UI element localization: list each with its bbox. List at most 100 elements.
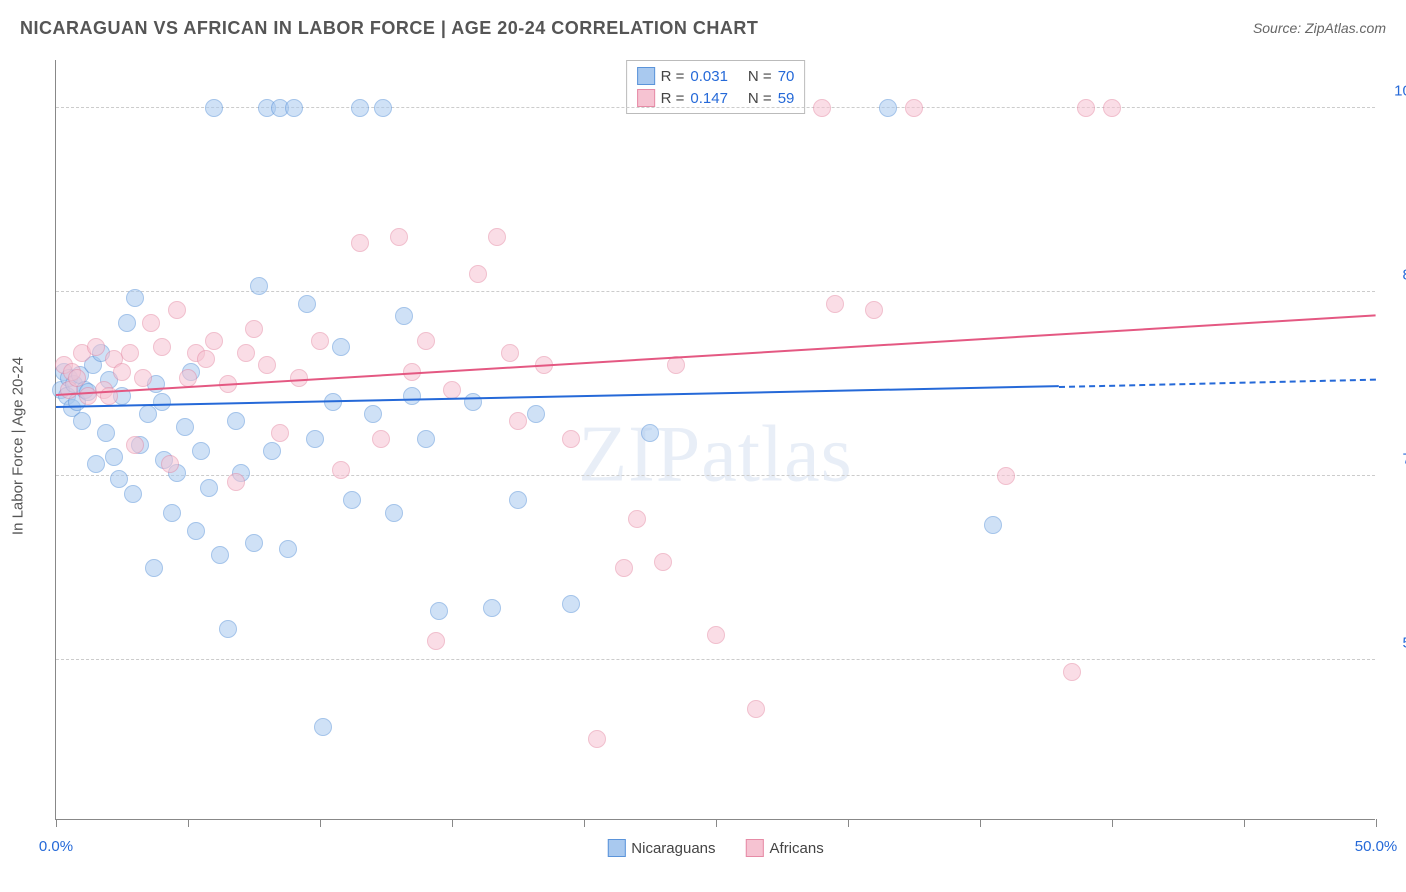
scatter-point <box>469 265 487 283</box>
scatter-point <box>121 344 139 362</box>
legend-swatch-nicaraguans-icon <box>607 839 625 857</box>
scatter-point <box>997 467 1015 485</box>
scatter-point <box>110 470 128 488</box>
scatter-point <box>258 356 276 374</box>
n-prefix: N = <box>748 68 772 85</box>
y-tick-label: 85.0% <box>1385 266 1406 283</box>
scatter-point <box>126 289 144 307</box>
scatter-point <box>153 338 171 356</box>
n-value-africans: 59 <box>778 90 795 107</box>
scatter-point <box>285 99 303 117</box>
legend-swatch-africans-icon <box>746 839 764 857</box>
scatter-point <box>374 99 392 117</box>
scatter-point <box>134 369 152 387</box>
correlation-legend: R = 0.031 N = 70 R = 0.147 N = 59 <box>626 60 806 114</box>
legend-label-africans: Africans <box>770 840 824 857</box>
scatter-point <box>290 369 308 387</box>
scatter-point <box>306 430 324 448</box>
gridline <box>56 107 1375 108</box>
x-tick <box>980 819 981 827</box>
scatter-point <box>145 559 163 577</box>
scatter-point <box>813 99 831 117</box>
y-tick-label: 100.0% <box>1385 83 1406 100</box>
x-tick <box>716 819 717 827</box>
scatter-point <box>197 350 215 368</box>
scatter-point <box>427 632 445 650</box>
watermark: ZIPatlas <box>578 409 853 500</box>
scatter-point <box>385 504 403 522</box>
scatter-point <box>271 424 289 442</box>
y-tick-label: 55.0% <box>1385 634 1406 651</box>
scatter-point <box>187 522 205 540</box>
scatter-point <box>1063 663 1081 681</box>
x-tick-label: 50.0% <box>1355 838 1398 855</box>
scatter-point <box>588 730 606 748</box>
scatter-point <box>403 387 421 405</box>
scatter-point <box>351 234 369 252</box>
scatter-point <box>628 510 646 528</box>
scatter-point <box>205 332 223 350</box>
x-tick <box>452 819 453 827</box>
source-label: Source: ZipAtlas.com <box>1253 20 1386 36</box>
scatter-point <box>562 595 580 613</box>
legend-row-africans: R = 0.147 N = 59 <box>637 87 795 109</box>
scatter-point <box>865 301 883 319</box>
scatter-point <box>430 602 448 620</box>
y-axis-label: In Labor Force | Age 20-24 <box>10 357 27 535</box>
scatter-point <box>163 504 181 522</box>
x-tick <box>584 819 585 827</box>
scatter-point <box>87 338 105 356</box>
x-tick <box>848 819 849 827</box>
x-tick <box>1112 819 1113 827</box>
x-tick <box>1244 819 1245 827</box>
scatter-point <box>1103 99 1121 117</box>
scatter-point <box>124 485 142 503</box>
scatter-point <box>311 332 329 350</box>
scatter-point <box>161 455 179 473</box>
r-value-nicaraguans: 0.031 <box>690 68 728 85</box>
scatter-point <box>205 99 223 117</box>
legend-item-nicaraguans: Nicaraguans <box>607 839 715 857</box>
x-tick <box>56 819 57 827</box>
scatter-point <box>153 393 171 411</box>
scatter-point <box>192 442 210 460</box>
scatter-point <box>464 393 482 411</box>
scatter-point <box>443 381 461 399</box>
r-prefix: R = <box>661 90 685 107</box>
scatter-point <box>483 599 501 617</box>
scatter-point <box>747 700 765 718</box>
scatter-point <box>984 516 1002 534</box>
trend-line <box>56 386 1059 409</box>
scatter-point <box>390 228 408 246</box>
scatter-point <box>97 424 115 442</box>
scatter-point <box>562 430 580 448</box>
legend-swatch-africans <box>637 89 655 107</box>
scatter-point <box>527 405 545 423</box>
scatter-point <box>667 356 685 374</box>
scatter-point <box>227 412 245 430</box>
scatter-point <box>654 553 672 571</box>
legend-label-nicaraguans: Nicaraguans <box>631 840 715 857</box>
scatter-point <box>168 301 186 319</box>
scatter-point <box>279 540 297 558</box>
scatter-point <box>905 99 923 117</box>
scatter-point <box>200 479 218 497</box>
scatter-point <box>250 277 268 295</box>
gridline <box>56 659 1375 660</box>
scatter-point <box>641 424 659 442</box>
r-value-africans: 0.147 <box>690 90 728 107</box>
scatter-point <box>118 314 136 332</box>
scatter-point <box>68 369 86 387</box>
chart-title: NICARAGUAN VS AFRICAN IN LABOR FORCE | A… <box>20 18 758 38</box>
trend-line <box>1059 378 1376 387</box>
n-prefix: N = <box>748 90 772 107</box>
x-tick <box>188 819 189 827</box>
x-tick <box>1376 819 1377 827</box>
legend-swatch-nicaraguans <box>637 67 655 85</box>
y-tick-label: 70.0% <box>1385 450 1406 467</box>
scatter-point <box>343 491 361 509</box>
x-tick <box>320 819 321 827</box>
scatter-point <box>179 369 197 387</box>
scatter-point <box>615 559 633 577</box>
scatter-point <box>417 332 435 350</box>
